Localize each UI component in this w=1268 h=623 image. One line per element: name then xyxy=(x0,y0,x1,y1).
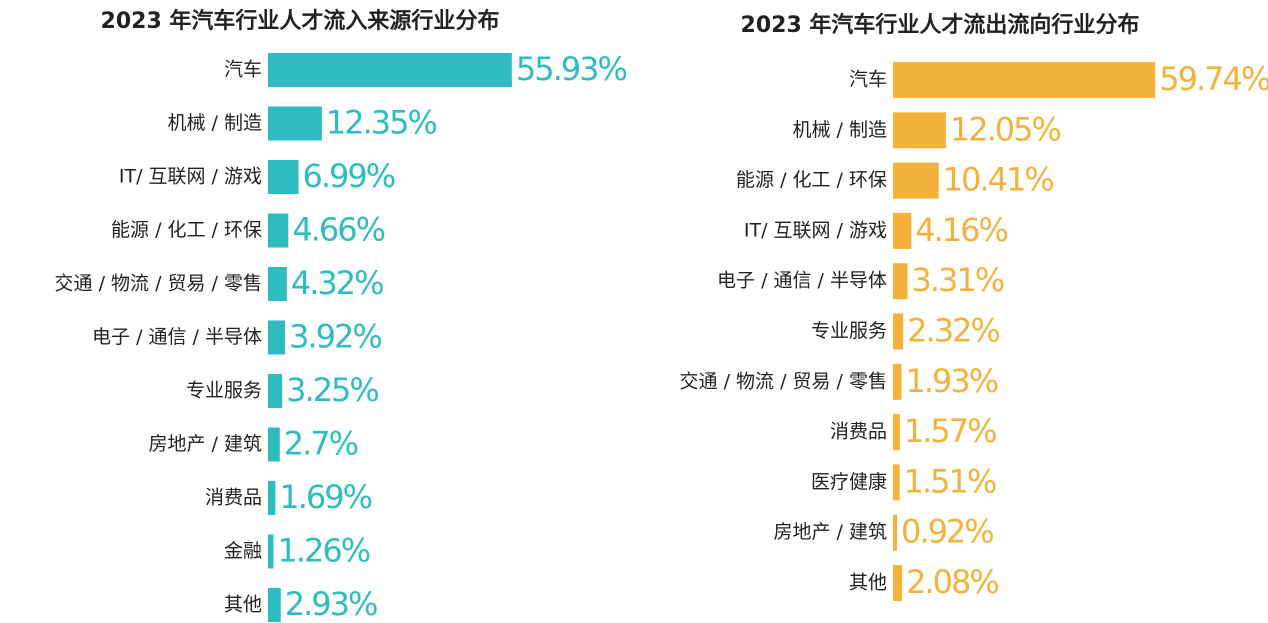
value-label: 1.51% xyxy=(904,462,996,500)
bar xyxy=(893,363,902,400)
bar xyxy=(893,112,946,149)
category-label: 专业服务 xyxy=(186,380,262,402)
value-label: 4.32% xyxy=(291,264,383,302)
bar xyxy=(268,53,512,87)
value-label: 55.93% xyxy=(516,50,627,88)
value-label: 3.31% xyxy=(912,261,1004,299)
category-label: IT/ 互联网 / 游戏 xyxy=(119,166,262,188)
category-label: 机械 / 制造 xyxy=(793,119,887,141)
category-label: 其他 xyxy=(849,572,887,594)
bar xyxy=(268,588,281,622)
bar xyxy=(268,320,286,355)
value-label: 12.05% xyxy=(950,110,1061,148)
bar xyxy=(268,427,280,462)
category-label: 消费品 xyxy=(830,421,887,443)
bar xyxy=(893,565,903,601)
value-label: 2.32% xyxy=(907,312,999,350)
category-label: 能源 / 化工 / 环保 xyxy=(736,169,887,191)
category-label: 电子 / 通信 / 半导体 xyxy=(717,270,887,292)
category-label: 能源 / 化工 / 环保 xyxy=(111,219,262,241)
bar xyxy=(268,106,322,141)
category-label: 专业服务 xyxy=(811,320,887,342)
bar xyxy=(268,534,274,569)
category-label: 交通 / 物流 / 贸易 / 零售 xyxy=(680,370,887,392)
bar xyxy=(893,414,900,451)
category-label: 金融 xyxy=(224,540,262,562)
value-label: 2.7% xyxy=(284,425,358,463)
bar xyxy=(893,263,908,300)
category-label: 房地产 / 建筑 xyxy=(774,521,887,543)
value-label: 12.35% xyxy=(326,104,437,142)
category-label: 交通 / 物流 / 贸易 / 零售 xyxy=(55,273,262,295)
value-label: 3.25% xyxy=(286,371,378,409)
bar xyxy=(268,160,299,194)
value-label: 4.66% xyxy=(292,211,384,249)
category-label: 汽车 xyxy=(849,69,887,91)
value-label: 59.74% xyxy=(1159,60,1268,98)
value-label: 1.93% xyxy=(905,362,997,400)
bar xyxy=(893,212,912,249)
category-label: 其他 xyxy=(224,594,262,616)
category-label: 机械 / 制造 xyxy=(168,112,262,134)
bar xyxy=(268,374,283,408)
value-label: 10.41% xyxy=(943,161,1054,199)
bar xyxy=(893,162,939,199)
bar xyxy=(893,62,1156,98)
value-label: 3.92% xyxy=(289,318,381,356)
category-label: 汽车 xyxy=(224,59,262,81)
category-label: 电子 / 通信 / 半导体 xyxy=(92,326,262,348)
value-label: 2.93% xyxy=(285,585,377,623)
chart-title: 2023 年汽车行业人才流出流向行业分布 xyxy=(741,12,1140,38)
value-label: 2.08% xyxy=(906,563,998,601)
bar xyxy=(268,481,276,515)
bar xyxy=(893,313,904,350)
category-label: 医疗健康 xyxy=(811,471,887,493)
category-label: 房地产 / 建筑 xyxy=(149,433,262,455)
value-label: 1.26% xyxy=(277,532,369,570)
chart-title: 2023 年汽车行业人才流入来源行业分布 xyxy=(101,8,500,34)
value-label: 1.57% xyxy=(904,412,996,450)
value-label: 0.92% xyxy=(901,513,993,551)
value-label: 4.16% xyxy=(915,211,1007,249)
bar xyxy=(268,213,289,248)
bar xyxy=(893,464,900,501)
bar xyxy=(268,267,287,301)
value-label: 1.69% xyxy=(279,478,371,516)
value-label: 6.99% xyxy=(302,157,394,195)
category-label: IT/ 互联网 / 游戏 xyxy=(744,219,887,241)
bar xyxy=(893,514,898,551)
category-label: 消费品 xyxy=(205,487,262,509)
